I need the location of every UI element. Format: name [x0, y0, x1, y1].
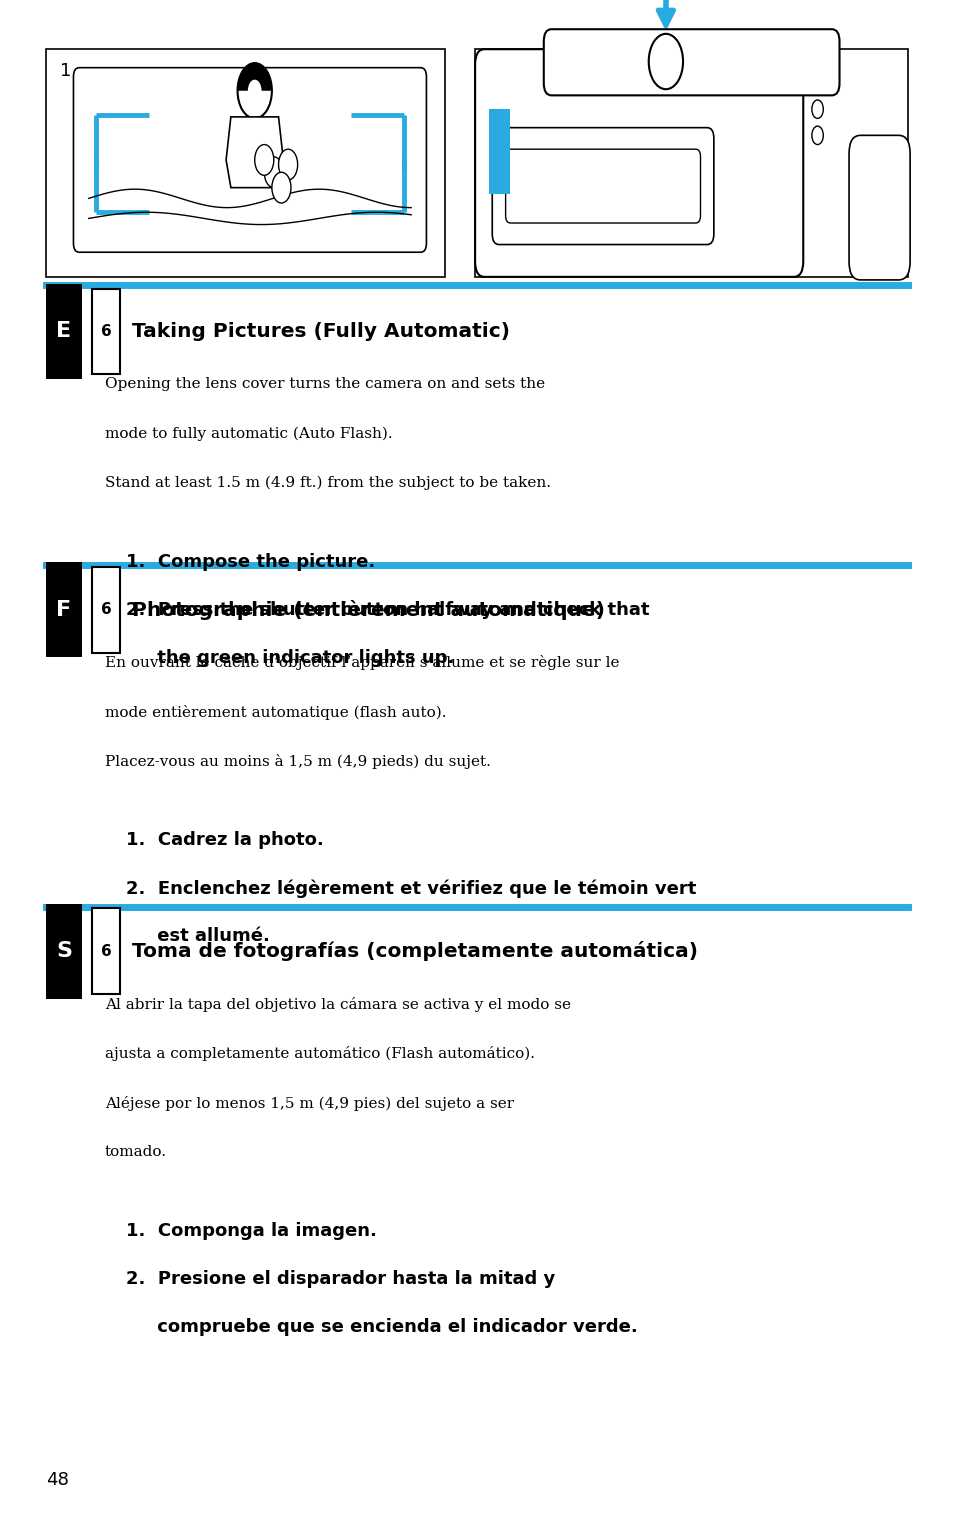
Circle shape — [811, 126, 822, 145]
Text: 2.  Enclenchez légèrement et vérifiez que le témoin vert: 2. Enclenchez légèrement et vérifiez que… — [126, 880, 696, 898]
Circle shape — [648, 34, 682, 89]
FancyBboxPatch shape — [91, 909, 120, 994]
FancyBboxPatch shape — [91, 568, 120, 652]
FancyBboxPatch shape — [91, 289, 120, 374]
Circle shape — [272, 172, 291, 203]
Text: 6: 6 — [100, 325, 112, 338]
Text: 48: 48 — [46, 1470, 69, 1489]
Text: 6: 6 — [100, 603, 112, 617]
Text: tomado.: tomado. — [105, 1146, 167, 1160]
Circle shape — [254, 145, 274, 175]
Text: 2: 2 — [486, 62, 497, 80]
Text: Taking Pictures (Fully Automatic): Taking Pictures (Fully Automatic) — [132, 321, 509, 341]
Text: S: S — [56, 941, 71, 961]
FancyBboxPatch shape — [543, 29, 839, 95]
FancyBboxPatch shape — [46, 903, 82, 1000]
FancyBboxPatch shape — [46, 49, 444, 277]
Wedge shape — [237, 63, 272, 91]
Text: Al abrir la tapa del objetivo la cámara se activa y el modo se: Al abrir la tapa del objetivo la cámara … — [105, 997, 570, 1012]
Text: En ouvrant le cache d’objectif l’appareil s’allume et se règle sur le: En ouvrant le cache d’objectif l’apparei… — [105, 655, 618, 671]
FancyBboxPatch shape — [475, 49, 907, 277]
FancyBboxPatch shape — [489, 109, 510, 194]
FancyBboxPatch shape — [492, 128, 713, 245]
Text: Toma de fotografías (completamente automática): Toma de fotografías (completamente autom… — [132, 941, 697, 961]
FancyBboxPatch shape — [46, 283, 82, 378]
Text: mode entièrement automatique (flash auto).: mode entièrement automatique (flash auto… — [105, 704, 446, 720]
Text: F: F — [56, 600, 71, 620]
Text: 2.  Press the shutter button halfway and check that: 2. Press the shutter button halfway and … — [126, 601, 649, 618]
Polygon shape — [226, 117, 283, 188]
Text: ajusta a completamente automático (Flash automático).: ajusta a completamente automático (Flash… — [105, 1046, 535, 1061]
Text: the green indicator lights up.: the green indicator lights up. — [126, 649, 454, 667]
Text: E: E — [56, 321, 71, 341]
Text: Stand at least 1.5 m (4.9 ft.) from the subject to be taken.: Stand at least 1.5 m (4.9 ft.) from the … — [105, 475, 551, 491]
FancyBboxPatch shape — [848, 135, 909, 280]
Text: Aléjese por lo menos 1,5 m (4,9 pies) del sujeto a ser: Aléjese por lo menos 1,5 m (4,9 pies) de… — [105, 1095, 514, 1110]
Text: 2.  Presione el disparador hasta la mitad y: 2. Presione el disparador hasta la mitad… — [126, 1270, 555, 1289]
Circle shape — [278, 149, 297, 180]
FancyBboxPatch shape — [475, 49, 802, 277]
Text: Opening the lens cover turns the camera on and sets the: Opening the lens cover turns the camera … — [105, 377, 544, 391]
Text: Photographie (entièrement automatique): Photographie (entièrement automatique) — [132, 600, 604, 620]
Text: est allumé.: est allumé. — [126, 927, 270, 946]
Circle shape — [811, 100, 822, 118]
FancyBboxPatch shape — [46, 561, 82, 658]
Circle shape — [237, 63, 272, 118]
Circle shape — [264, 157, 283, 188]
Text: 1: 1 — [60, 62, 71, 80]
FancyBboxPatch shape — [505, 149, 700, 223]
Text: Placez-vous au moins à 1,5 m (4,9 pieds) du sujet.: Placez-vous au moins à 1,5 m (4,9 pieds)… — [105, 754, 490, 769]
Text: 6: 6 — [100, 944, 112, 958]
Text: 1.  Componga la imagen.: 1. Componga la imagen. — [126, 1223, 376, 1240]
Text: 1.  Compose the picture.: 1. Compose the picture. — [126, 554, 375, 571]
Text: 1.  Cadrez la photo.: 1. Cadrez la photo. — [126, 832, 323, 849]
Text: mode to fully automatic (Auto Flash).: mode to fully automatic (Auto Flash). — [105, 426, 392, 441]
FancyBboxPatch shape — [73, 68, 426, 252]
Text: compruebe que se encienda el indicador verde.: compruebe que se encienda el indicador v… — [126, 1318, 637, 1337]
